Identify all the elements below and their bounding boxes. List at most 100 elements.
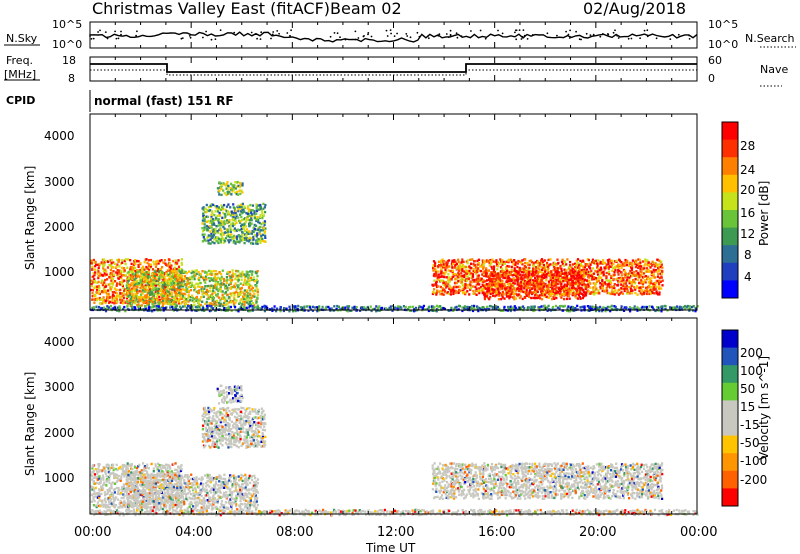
data-cell [466,283,469,287]
data-cell [92,275,95,278]
data-cell [496,268,499,271]
colorbar-segment [722,174,738,193]
data-cell [213,291,216,294]
data-cell [598,309,601,313]
data-cell [206,273,209,277]
data-cell [599,305,602,309]
data-cell [103,298,106,302]
data-cell [187,297,190,300]
data-cell [224,287,227,290]
data-cell [174,291,177,295]
data-cell [432,269,435,272]
data-cell [214,230,218,233]
data-cell [592,267,595,270]
data-cell [674,306,677,309]
data-cell [111,275,114,278]
data-cell [575,282,578,286]
data-cell [197,276,200,279]
data-cell [652,273,655,276]
data-cell [113,474,116,477]
data-cell [461,258,464,261]
data-cell [536,296,539,300]
data-cell [558,266,561,270]
data-cell [654,287,657,290]
data-cell [247,218,250,221]
power-cbar-tick-16: 16 [740,206,755,220]
data-cell [126,291,129,294]
data-cell [172,286,175,289]
nave-label: Nave [760,63,788,76]
data-cell [574,270,577,273]
data-cell [481,273,484,276]
data-cell [433,267,436,270]
data-cell [100,492,103,496]
data-cell [502,276,505,279]
data-cell [530,260,534,264]
data-cell [130,303,134,306]
data-cell [93,301,96,304]
data-cell [187,290,190,293]
data-cell [581,277,584,281]
data-cell [249,221,252,225]
data-cell [222,223,225,226]
data-cell [585,286,588,289]
data-cell [122,473,125,476]
data-cell [660,307,663,310]
data-cell [330,307,333,310]
data-cell [93,268,96,271]
data-cell [503,307,506,310]
data-cell [133,306,136,309]
data-cell [221,293,224,296]
data-cell [566,258,569,261]
data-cell [115,288,118,291]
data-cell [556,286,559,289]
data-cell [92,469,95,473]
data-cell [566,277,569,280]
data-cell [553,282,556,285]
data-cell [492,294,495,297]
data-cell [93,287,96,290]
data-cell [523,287,526,290]
data-cell [248,296,251,299]
data-cell [246,280,249,283]
data-cell [219,302,222,305]
data-cell [531,269,535,272]
nsearch-point [120,33,122,36]
nsearch-point [329,35,332,38]
data-cell [434,264,437,267]
data-cell [380,306,384,310]
data-cell [240,189,243,192]
data-cell [638,273,642,277]
data-cell [183,303,186,306]
data-cell [243,281,246,284]
data-cell [503,297,506,300]
nsearch-point [114,30,116,33]
data-cell [296,307,299,311]
data-cell [113,506,116,509]
data-cell [620,271,623,274]
data-cell [457,258,460,261]
data-cell [394,306,397,309]
data-cell [455,305,458,309]
data-cell [500,297,503,301]
data-cell [569,310,572,313]
data-cell [598,275,601,278]
data-cell [250,232,253,235]
data-cell [513,269,516,272]
data-cell [572,307,576,310]
data-cell [480,308,483,311]
data-cell [114,482,117,485]
data-cell [647,285,650,288]
data-cell [236,285,240,289]
data-cell [210,297,213,301]
nsearch-point [409,36,412,39]
data-cell [553,289,557,293]
data-cell [478,289,481,293]
data-cell [489,278,492,281]
data-cell [152,260,155,263]
data-cell [506,278,509,281]
data-cell [658,291,661,294]
data-cell [165,294,169,297]
data-cell [431,309,434,312]
data-cell [563,304,567,308]
